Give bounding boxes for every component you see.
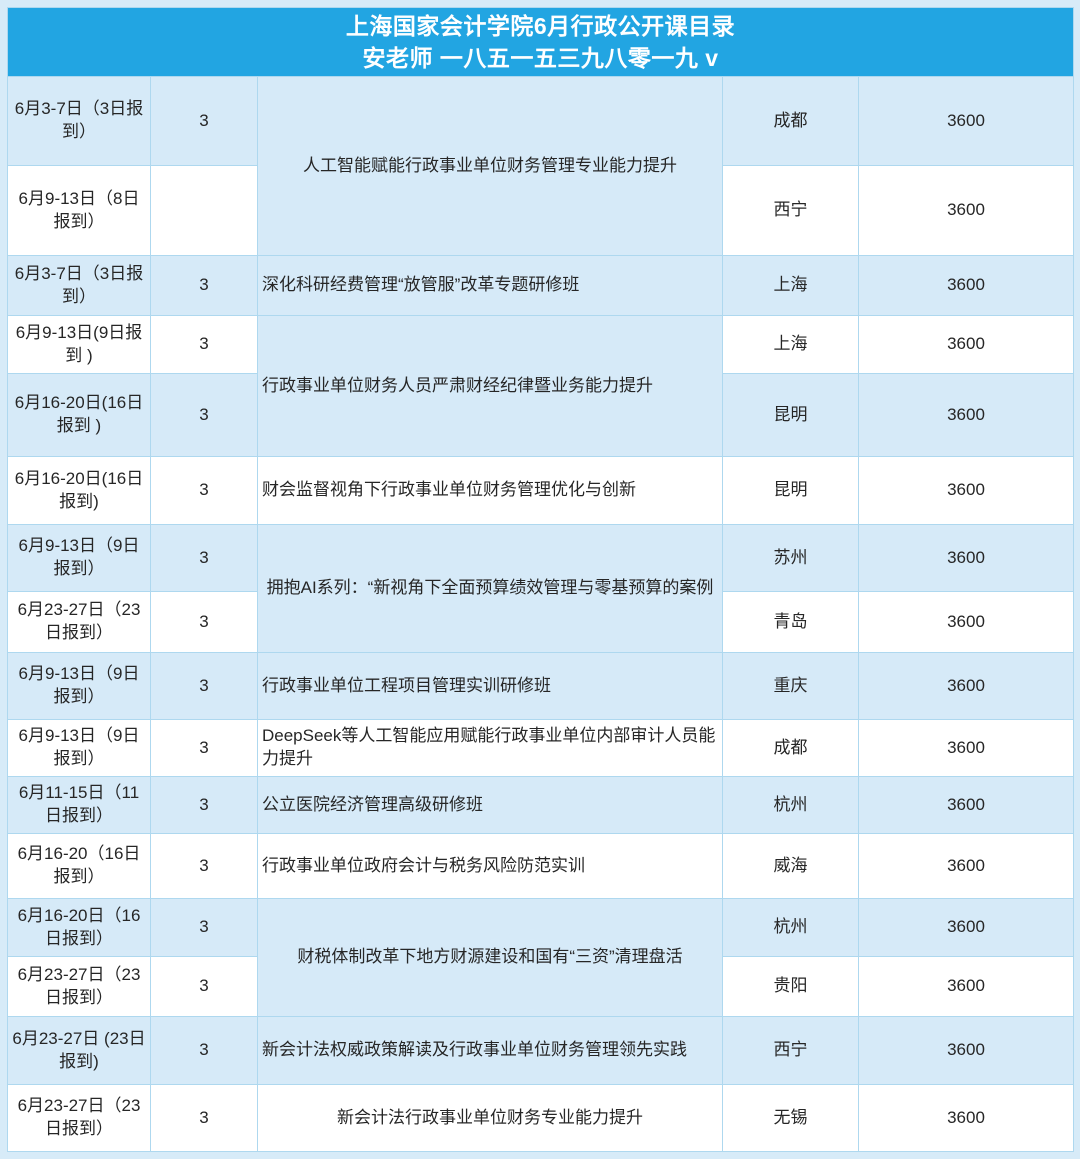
city-cell: 西宁	[722, 165, 859, 257]
price-cell: 3600	[857, 456, 1075, 526]
date-cell: 6月3-7日（3日报到）	[7, 255, 151, 317]
course-catalog-table: 上海国家会计学院6月行政公开课目录 安老师 一八五一五三九八零一九 v 6月3-…	[6, 6, 1075, 1153]
header-row: 上海国家会计学院6月行政公开课目录 安老师 一八五一五三九八零一九 v	[6, 6, 1075, 78]
city-cell: 威海	[722, 833, 859, 900]
price-cell: 3600	[857, 956, 1075, 1018]
table-row: 6月23-27日 (23日报到) 3 新会计法权威政策解读及行政事业单位财务管理领先…	[7, 1016, 1075, 1086]
course-cell: 新会计法行政事业单位财务专业能力提升	[257, 1084, 723, 1153]
city-cell: 上海	[722, 315, 859, 375]
table-row: 6月23-27日（23日报到） 3 青岛 3600	[7, 591, 1075, 654]
date-cell: 6月9-13日（8日报到）	[7, 165, 151, 257]
course-cell: 人工智能赋能行政事业单位财务管理专业能力提升	[257, 76, 723, 257]
table-row: 6月9-13日（9日报到） 3 DeepSeek等人工智能应用赋能行政事业单位内部审…	[7, 719, 1075, 778]
table-row: 6月9-13日（9日报到） 3 行政事业单位工程项目管理实训研修班 重庆 3600	[7, 652, 1075, 721]
date-cell: 6月23-27日（23日报到）	[7, 956, 151, 1018]
price-cell: 3600	[857, 652, 1075, 721]
table-row: 6月16-20日(16日报到) 3 财会监督视角下行政事业单位财务管理优化与创新 昆明…	[7, 456, 1075, 526]
city-cell: 无锡	[722, 1084, 859, 1153]
price-cell: 3600	[857, 719, 1075, 778]
days-cell: 3	[150, 898, 258, 958]
city-cell: 西宁	[722, 1016, 859, 1086]
days-cell: 3	[150, 591, 258, 654]
price-cell: 3600	[857, 1016, 1075, 1086]
table-row: 6月3-7日（3日报到） 3 人工智能赋能行政事业单位财务管理专业能力提升 成都 360…	[7, 76, 1075, 257]
city-cell: 上海	[722, 255, 859, 317]
course-cell: 财会监督视角下行政事业单位财务管理优化与创新	[257, 456, 723, 526]
days-cell: 3	[150, 652, 258, 721]
course-cell: 公立医院经济管理高级研修班	[257, 776, 723, 835]
days-cell: 3	[150, 315, 258, 375]
table-row: 6月11-15日（11日报到） 3 公立医院经济管理高级研修班 杭州 3600	[7, 776, 1075, 835]
city-cell: 贵阳	[722, 956, 859, 1018]
date-cell: 6月23-27日（23日报到）	[7, 591, 151, 654]
course-cell: 行政事业单位政府会计与税务风险防范实训	[257, 833, 723, 900]
days-cell: 3	[150, 76, 258, 167]
table-row: 6月9-13日(9日报到 ) 3 行政事业单位财务人员严肃财经纪律暨业务能力提升 上海…	[7, 315, 1075, 458]
price-cell: 3600	[857, 898, 1075, 958]
course-cell: 深化科研经费管理“放管服”改革专题研修班	[257, 255, 723, 317]
city-cell: 昆明	[722, 373, 859, 458]
city-cell: 苏州	[722, 524, 859, 593]
city-cell: 杭州	[722, 776, 859, 835]
date-cell: 6月23-27日（23日报到）	[7, 1084, 151, 1153]
course-cell: DeepSeek等人工智能应用赋能行政事业单位内部审计人员能力提升	[257, 719, 723, 778]
date-cell: 6月11-15日（11日报到）	[7, 776, 151, 835]
course-cell: 行政事业单位财务人员严肃财经纪律暨业务能力提升	[257, 315, 723, 458]
date-cell: 6月16-20日(16日报到)	[7, 456, 151, 526]
table-header: 上海国家会计学院6月行政公开课目录 安老师 一八五一五三九八零一九 v	[6, 6, 1075, 78]
price-cell: 3600	[857, 315, 1075, 375]
table-row: 6月16-20日（16日报到） 3 财税体制改革下地方财源建设和国有“三资”清理盘活…	[7, 898, 1075, 1018]
date-cell: 6月9-13日（9日报到）	[7, 524, 151, 593]
days-cell: 3	[150, 1016, 258, 1086]
date-cell: 6月16-20（16日报到）	[7, 833, 151, 900]
city-cell: 成都	[722, 76, 859, 167]
price-cell: 3600	[857, 591, 1075, 654]
date-cell: 6月9-13日（9日报到）	[7, 652, 151, 721]
table-row: 6月23-27日（23日报到） 3 新会计法行政事业单位财务专业能力提升 无锡 3600	[7, 1084, 1075, 1153]
course-cell: 拥抱AI系列：“新视角下全面预算绩效管理与零基预算的案例	[257, 524, 723, 654]
days-cell: 3	[150, 776, 258, 835]
course-cell: 财税体制改革下地方财源建设和国有“三资”清理盘活	[257, 898, 723, 1018]
days-cell: 3	[150, 1084, 258, 1153]
days-cell: 3	[150, 956, 258, 1018]
table-row: 6月16-20日(16日报到 ) 3 昆明 3600	[7, 373, 1075, 458]
days-cell: 3	[150, 373, 258, 458]
table-row: 6月9-13日（8日报到） 西宁 3600	[7, 165, 1075, 257]
date-cell: 6月9-13日(9日报到 )	[7, 315, 151, 375]
date-cell: 6月16-20日(16日报到 )	[7, 373, 151, 458]
city-cell: 昆明	[722, 456, 859, 526]
price-cell: 3600	[857, 76, 1075, 167]
date-cell: 6月23-27日 (23日报到)	[7, 1016, 151, 1086]
days-cell	[150, 165, 258, 257]
city-cell: 杭州	[722, 898, 859, 958]
city-cell: 青岛	[722, 591, 859, 654]
price-cell: 3600	[857, 776, 1075, 835]
contact-line: 安老师 一八五一五三九八零一九 v	[362, 45, 719, 72]
price-cell: 3600	[857, 833, 1075, 900]
date-cell: 6月16-20日（16日报到）	[7, 898, 151, 958]
city-cell: 重庆	[722, 652, 859, 721]
days-cell: 3	[150, 524, 258, 593]
date-cell: 6月3-7日（3日报到）	[7, 76, 151, 167]
days-cell: 3	[150, 456, 258, 526]
table-row: 6月3-7日（3日报到） 3 深化科研经费管理“放管服”改革专题研修班 上海 3600	[7, 255, 1075, 317]
price-cell: 3600	[857, 1084, 1075, 1153]
course-table-body: 6月3-7日（3日报到） 3 人工智能赋能行政事业单位财务管理专业能力提升 成都 360…	[7, 76, 1075, 1153]
table-row: 6月9-13日（9日报到） 3 拥抱AI系列：“新视角下全面预算绩效管理与零基预算的…	[7, 524, 1075, 654]
days-cell: 3	[150, 719, 258, 778]
page-title: 上海国家会计学院6月行政公开课目录	[345, 13, 736, 39]
price-cell: 3600	[857, 373, 1075, 458]
price-cell: 3600	[857, 165, 1075, 257]
date-cell: 6月9-13日（9日报到）	[7, 719, 151, 778]
course-cell: 新会计法权威政策解读及行政事业单位财务管理领先实践	[257, 1016, 723, 1086]
table-row: 6月16-20（16日报到） 3 行政事业单位政府会计与税务风险防范实训 威海 3600	[7, 833, 1075, 900]
days-cell: 3	[150, 255, 258, 317]
city-cell: 成都	[722, 719, 859, 778]
price-cell: 3600	[857, 524, 1075, 593]
days-cell: 3	[150, 833, 258, 900]
price-cell: 3600	[857, 255, 1075, 317]
course-cell: 行政事业单位工程项目管理实训研修班	[257, 652, 723, 721]
